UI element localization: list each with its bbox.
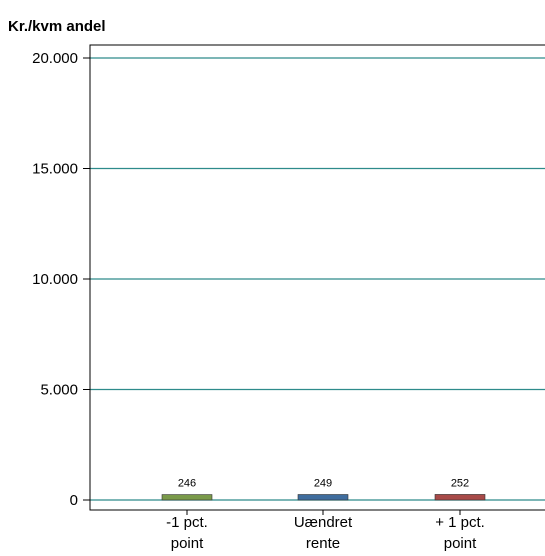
data-label: 246 <box>178 478 196 490</box>
y-axis: 0 5.000 10.000 15.000 20.000 <box>32 50 90 509</box>
plot-frame <box>89 44 545 511</box>
y-tick-label: 15.000 <box>32 161 78 178</box>
y-axis-label: Kr./kvm andel <box>8 18 106 35</box>
data-label: 249 <box>314 477 332 489</box>
y-tick-label: 10.000 <box>32 271 78 288</box>
bar <box>161 494 213 501</box>
gridlines <box>90 57 545 501</box>
y-tick-label: 20.000 <box>32 50 78 67</box>
x-axis: -1 pct. point Uændret rente + 1 pct. point <box>166 510 485 552</box>
y-tick-label: 0 <box>70 492 78 509</box>
y-tick-label: 5.000 <box>40 382 78 399</box>
x-tick-label: Uændret rente <box>294 514 353 552</box>
bars: 246 249 252 <box>161 477 486 501</box>
x-tick-label: -1 pct. point <box>166 514 208 552</box>
x-tick-label: + 1 pct. point <box>435 514 485 552</box>
data-label: 252 <box>451 477 469 489</box>
bar <box>297 494 349 501</box>
bar <box>434 494 486 501</box>
